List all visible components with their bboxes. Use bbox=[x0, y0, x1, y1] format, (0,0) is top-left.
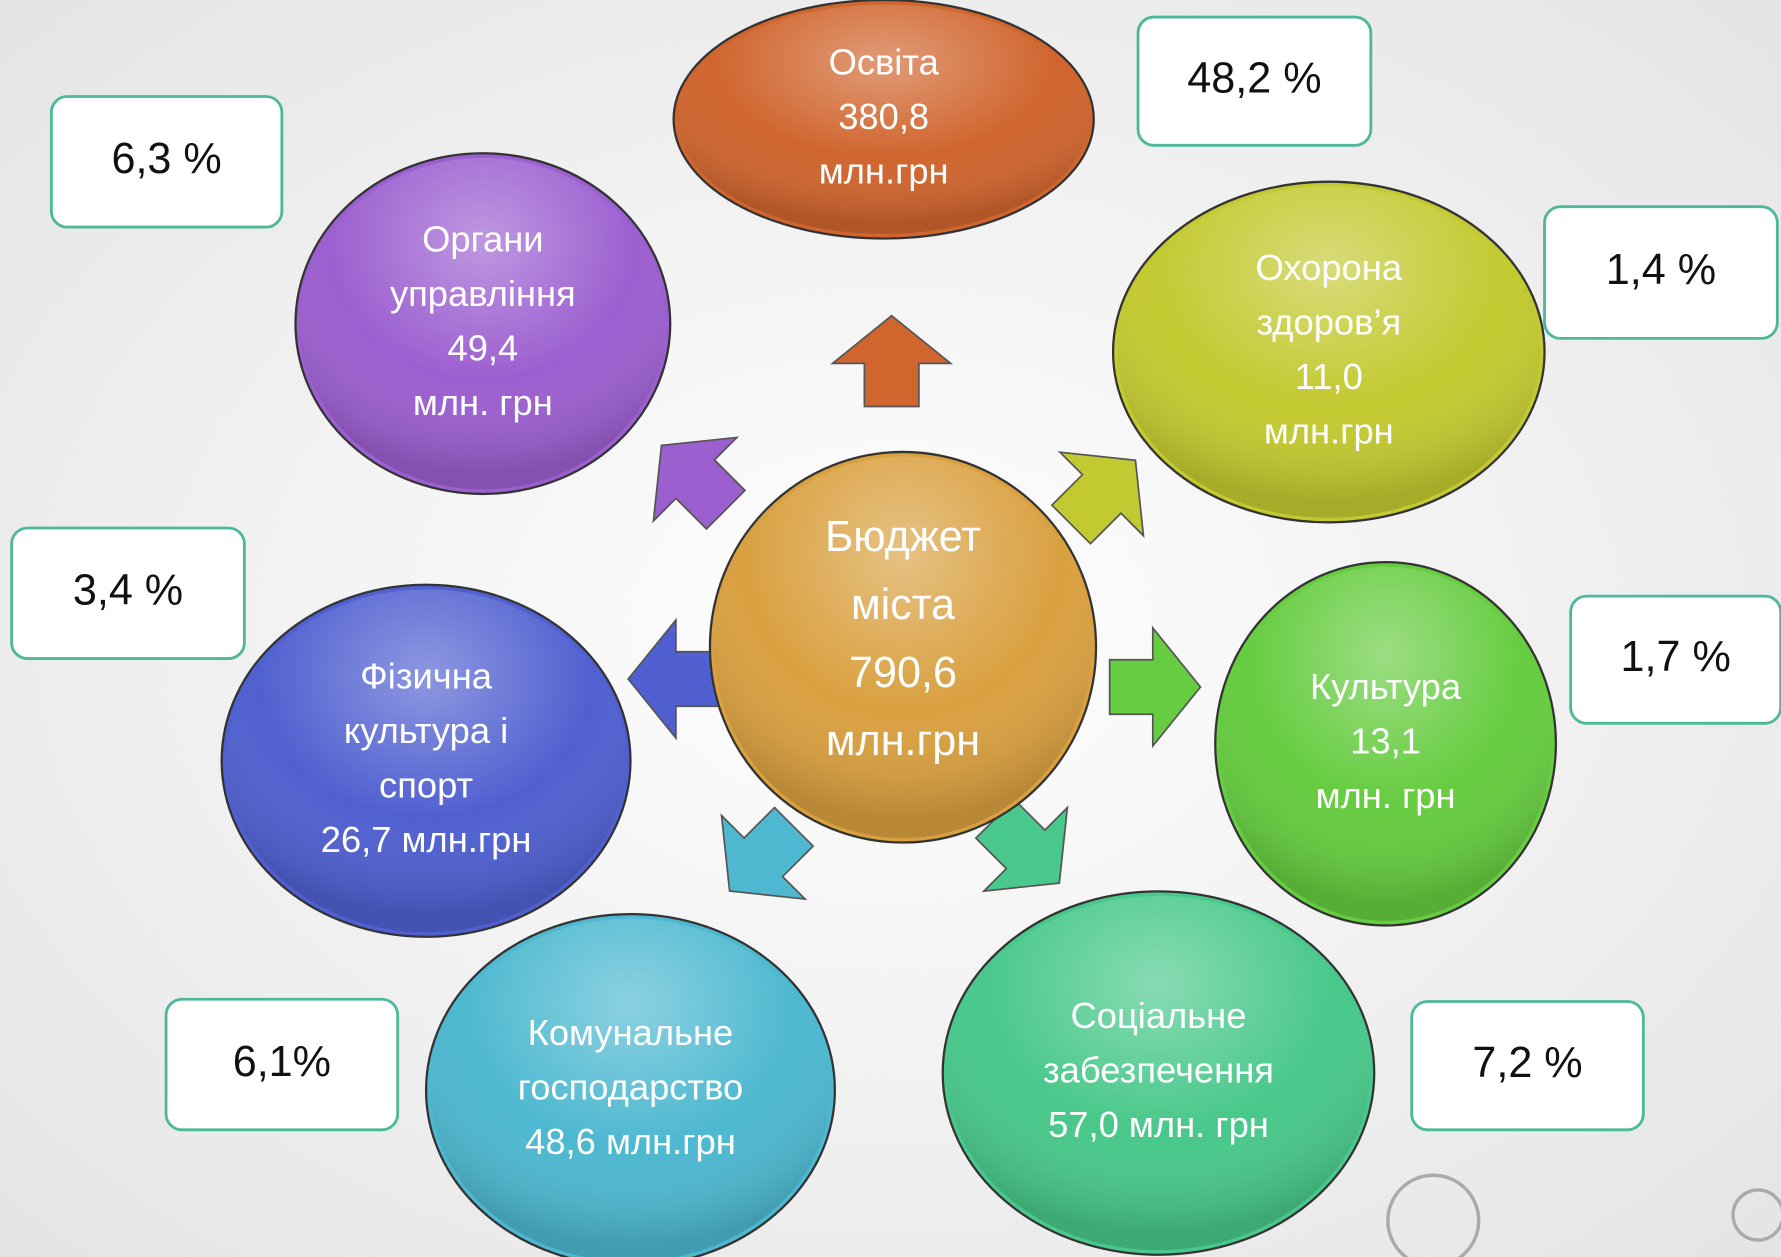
node-text: Охорона bbox=[1256, 247, 1403, 288]
node bbox=[1214, 560, 1558, 927]
node-gloss bbox=[1117, 186, 1541, 518]
percent-label: 6,3 % bbox=[111, 135, 221, 183]
node-text: забезпечення bbox=[1043, 1050, 1274, 1091]
percent-box bbox=[1136, 15, 1373, 147]
arrow bbox=[627, 617, 720, 741]
arrow bbox=[720, 806, 815, 901]
percent-label: 1,4 % bbox=[1606, 246, 1716, 294]
arrow bbox=[830, 314, 954, 408]
node-text: культура і bbox=[344, 710, 508, 751]
node-text: 11,0 bbox=[1295, 356, 1363, 397]
arrow bbox=[1050, 451, 1145, 545]
percent-label: 1,7 % bbox=[1621, 633, 1731, 681]
node-gloss bbox=[947, 895, 1370, 1251]
percent-box bbox=[1543, 205, 1779, 340]
node-text: 13,1 bbox=[1350, 720, 1421, 761]
node-text: здоров’я bbox=[1256, 301, 1401, 342]
node-text: 380,8 bbox=[838, 96, 929, 137]
node-gloss bbox=[226, 589, 626, 933]
percent-box bbox=[1410, 1000, 1645, 1132]
node-gloss bbox=[678, 4, 1090, 234]
decor-drop bbox=[1731, 1188, 1781, 1242]
node-text: управління bbox=[390, 273, 576, 314]
node-text: спорт bbox=[379, 765, 473, 806]
center-gloss bbox=[714, 456, 1092, 838]
percent-label: 3,4 % bbox=[73, 567, 183, 615]
node-gloss bbox=[300, 157, 666, 490]
node bbox=[425, 912, 836, 1257]
node-gloss bbox=[430, 918, 831, 1257]
node-text: млн. грн bbox=[413, 382, 553, 423]
node-text: господарство bbox=[518, 1067, 743, 1108]
node-text: Фізична bbox=[360, 656, 493, 697]
node-gloss bbox=[1219, 566, 1552, 921]
node bbox=[294, 152, 672, 496]
node bbox=[941, 890, 1376, 1256]
node-text: Бюджет bbox=[825, 513, 981, 561]
node-text: млн.грн bbox=[1264, 410, 1394, 451]
node-text: млн.грн bbox=[819, 150, 949, 191]
percent-label: 7,2 % bbox=[1472, 1039, 1582, 1087]
node-text: 49,4 bbox=[447, 327, 518, 368]
node bbox=[220, 583, 632, 938]
node-text: 26,7 млн.грн bbox=[321, 819, 532, 860]
node bbox=[1111, 180, 1546, 524]
decor-drop bbox=[1386, 1173, 1481, 1257]
node-text: Органи bbox=[422, 218, 543, 259]
node-text: Соціальне bbox=[1071, 995, 1247, 1036]
node-text: міста bbox=[851, 581, 955, 629]
node-text: млн.грн bbox=[826, 717, 980, 765]
percent-box bbox=[164, 997, 400, 1132]
node bbox=[672, 0, 1095, 240]
node-text: Комунальне bbox=[528, 1012, 734, 1053]
percent-label: 6,1% bbox=[233, 1038, 331, 1086]
node-text: 790,6 bbox=[849, 649, 957, 697]
percent-box bbox=[49, 95, 284, 229]
percent-box bbox=[10, 526, 246, 661]
node-text: 48,6 млн.грн bbox=[525, 1121, 736, 1162]
node-text: Освіта bbox=[829, 41, 940, 82]
arrow bbox=[652, 436, 747, 531]
node-text: 57,0 млн. грн bbox=[1048, 1104, 1269, 1145]
node-text: Культура bbox=[1310, 666, 1462, 707]
percent-label: 48,2 % bbox=[1187, 55, 1321, 103]
arrow bbox=[1108, 625, 1202, 749]
node-text: млн. грн bbox=[1316, 775, 1456, 816]
